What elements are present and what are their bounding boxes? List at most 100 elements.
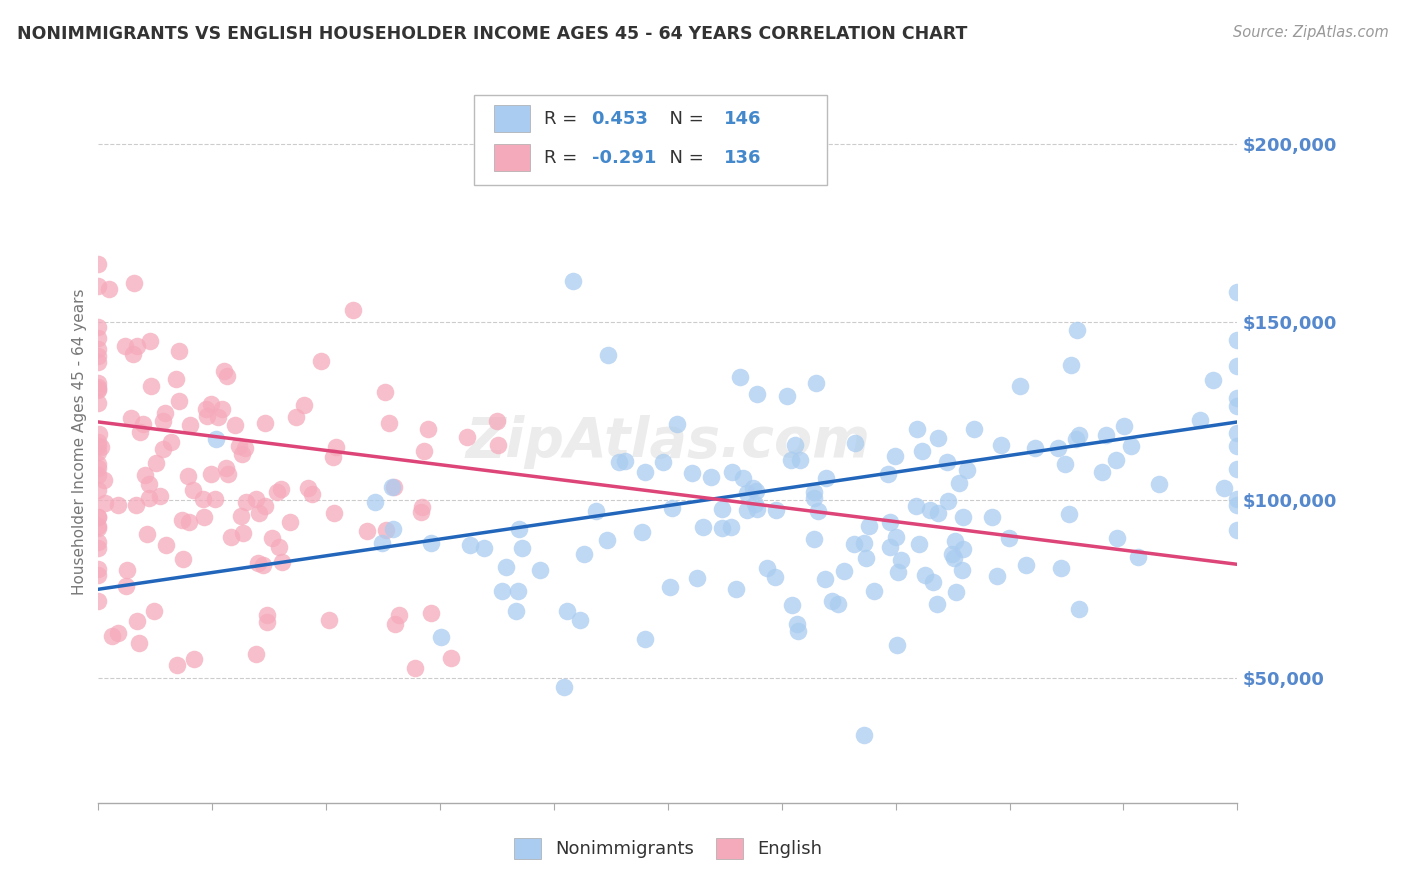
Point: [852, 535, 875, 549]
Point: [779, 452, 801, 467]
Point: [107, 626, 129, 640]
Point: [735, 503, 758, 517]
Point: [952, 509, 974, 524]
Point: [806, 376, 828, 390]
Text: -0.291: -0.291: [592, 149, 657, 167]
Point: [631, 524, 654, 539]
Point: [1226, 285, 1249, 300]
Point: [235, 495, 257, 509]
Point: [747, 501, 769, 516]
Point: [404, 661, 426, 675]
Point: [943, 550, 966, 565]
Point: [364, 495, 387, 509]
Point: [215, 368, 238, 383]
Point: [87, 483, 110, 497]
Point: [193, 492, 215, 507]
Point: [574, 547, 596, 561]
Point: [832, 564, 855, 578]
Point: [661, 500, 683, 515]
Point: [247, 506, 270, 520]
Point: [827, 598, 849, 612]
Point: [115, 563, 138, 577]
Point: [858, 519, 880, 533]
Point: [231, 447, 253, 461]
Point: [1226, 359, 1249, 373]
Point: [167, 343, 190, 358]
Point: [256, 615, 278, 629]
Point: [278, 515, 301, 529]
Point: [87, 458, 110, 472]
Point: [356, 524, 378, 538]
Point: [219, 530, 242, 544]
Point: [266, 485, 288, 500]
Point: [165, 372, 187, 386]
Point: [179, 516, 201, 530]
Point: [87, 330, 110, 344]
Point: [908, 537, 931, 551]
Point: [155, 538, 177, 552]
Point: [879, 540, 901, 554]
Point: [508, 583, 530, 598]
Point: [853, 728, 876, 742]
Point: [382, 523, 405, 537]
Point: [905, 422, 928, 436]
Point: [193, 510, 215, 524]
Point: [322, 506, 344, 520]
Point: [948, 476, 970, 491]
Point: [342, 302, 364, 317]
Point: [911, 443, 934, 458]
Text: NONIMMIGRANTS VS ENGLISH HOUSEHOLDER INCOME AGES 45 - 64 YEARS CORRELATION CHART: NONIMMIGRANTS VS ENGLISH HOUSEHOLDER INC…: [17, 25, 967, 43]
Point: [720, 520, 742, 534]
Point: [87, 541, 110, 556]
Point: [651, 454, 673, 468]
Y-axis label: Householder Income Ages 45 - 64 years: Householder Income Ages 45 - 64 years: [72, 288, 87, 595]
Point: [505, 603, 527, 617]
Point: [1226, 462, 1249, 476]
Point: [986, 569, 1008, 583]
Point: [756, 561, 779, 575]
Point: [634, 632, 657, 647]
Point: [495, 560, 517, 574]
Point: [87, 519, 110, 533]
Point: [815, 471, 838, 485]
Point: [1201, 373, 1223, 387]
Point: [322, 450, 344, 464]
Point: [553, 681, 575, 695]
Point: [596, 348, 619, 362]
Point: [179, 417, 201, 432]
Point: [301, 487, 323, 501]
Point: [115, 579, 138, 593]
Point: [87, 427, 110, 442]
Point: [1054, 457, 1077, 471]
Point: [87, 509, 110, 524]
Point: [245, 491, 267, 506]
Point: [780, 598, 803, 612]
Point: [134, 467, 156, 482]
Text: 0.453: 0.453: [592, 110, 648, 128]
Point: [472, 541, 495, 556]
Point: [204, 491, 226, 506]
Point: [212, 363, 235, 377]
Point: [419, 606, 441, 620]
Point: [787, 624, 810, 638]
Point: [1095, 428, 1118, 442]
Point: [943, 534, 966, 549]
Point: [378, 416, 401, 430]
Point: [149, 489, 172, 503]
Point: [87, 384, 110, 398]
Point: [297, 481, 319, 495]
Point: [613, 454, 636, 468]
Point: [595, 533, 617, 548]
Point: [786, 616, 808, 631]
Point: [87, 379, 110, 393]
Point: [803, 532, 825, 546]
Point: [844, 436, 866, 450]
Point: [1107, 531, 1129, 545]
Point: [87, 342, 110, 356]
Point: [904, 500, 927, 514]
Point: [229, 508, 252, 523]
Point: [228, 439, 250, 453]
Point: [486, 437, 509, 451]
Point: [1147, 477, 1170, 491]
Point: [139, 334, 162, 348]
